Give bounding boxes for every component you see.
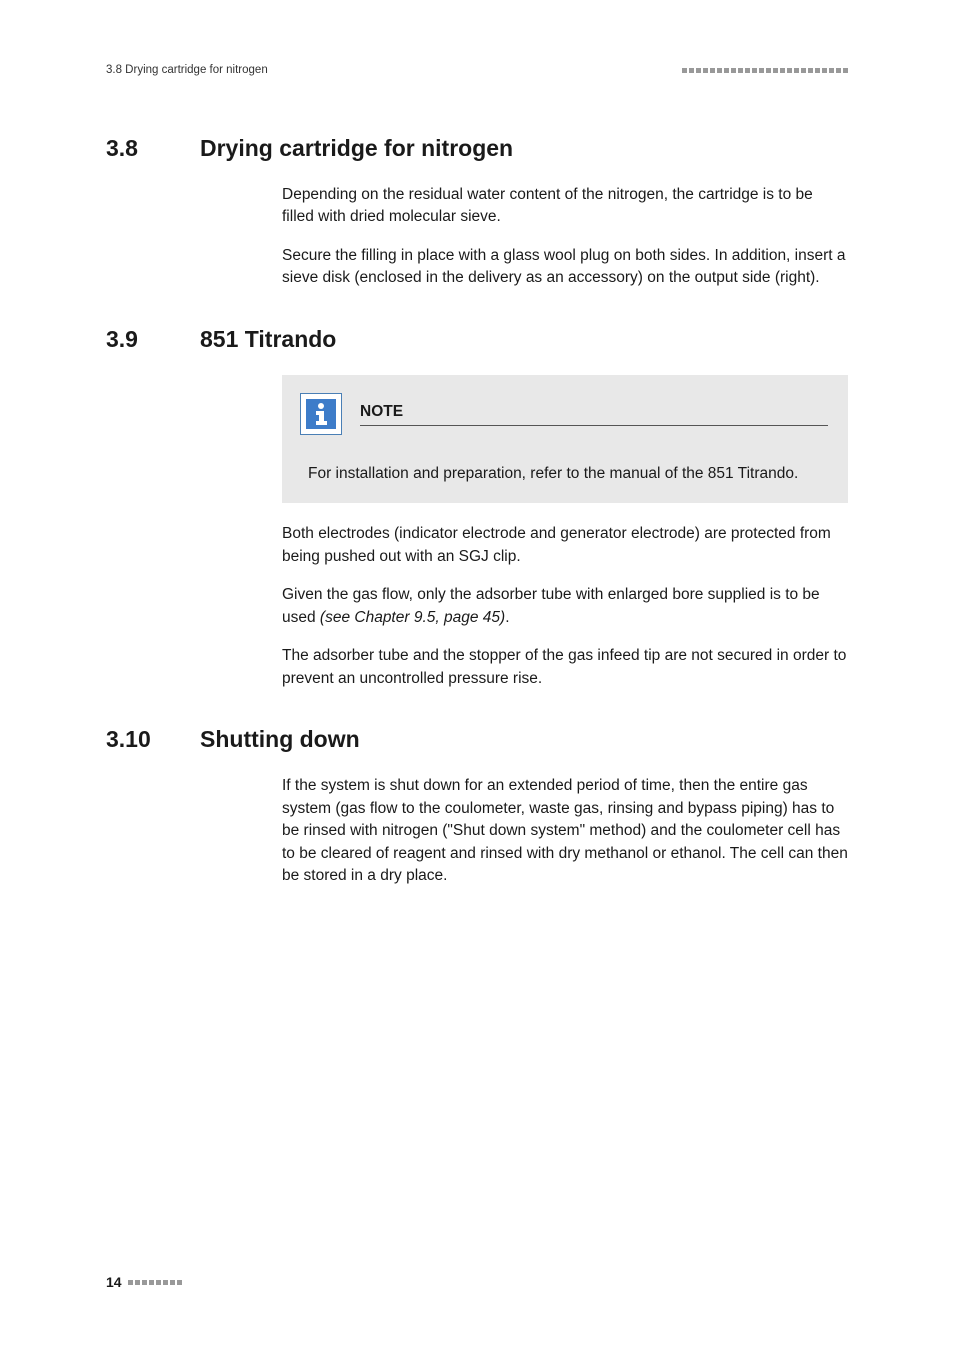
section-number: 3.10	[106, 726, 160, 753]
section-number: 3.8	[106, 135, 160, 162]
decorative-square	[710, 68, 715, 73]
section-title: Drying cartridge for nitrogen	[200, 135, 513, 162]
decorative-square	[696, 68, 701, 73]
decorative-square	[142, 1280, 147, 1285]
decorative-square	[843, 68, 848, 73]
decorative-square	[682, 68, 687, 73]
section-heading: 3.10 Shutting down	[106, 726, 848, 753]
decorative-square	[135, 1280, 140, 1285]
paragraph: The adsorber tube and the stopper of the…	[282, 645, 848, 690]
decorative-square	[815, 68, 820, 73]
page-footer: 14	[106, 1274, 182, 1290]
section-heading: 3.9 851 Titrando	[106, 326, 848, 353]
decorative-square	[780, 68, 785, 73]
section: 3.8 Drying cartridge for nitrogen Dependin…	[106, 135, 848, 290]
header-squares	[682, 68, 848, 73]
decorative-square	[731, 68, 736, 73]
decorative-square	[808, 68, 813, 73]
section-body: Depending on the residual water content …	[282, 184, 848, 290]
section-heading: 3.8 Drying cartridge for nitrogen	[106, 135, 848, 162]
section-number: 3.9	[106, 326, 160, 353]
decorative-square	[738, 68, 743, 73]
note-box: NOTE For installation and preparation, re…	[282, 375, 848, 503]
footer-squares	[128, 1280, 182, 1285]
paragraph-tail: .	[505, 609, 509, 626]
section-title: Shutting down	[200, 726, 360, 753]
decorative-square	[752, 68, 757, 73]
decorative-square	[689, 68, 694, 73]
cross-reference: (see Chapter 9.5, page 45)	[320, 609, 505, 626]
page-content: 3.8 Drying cartridge for nitrogen Dependin…	[106, 135, 848, 924]
decorative-square	[773, 68, 778, 73]
decorative-square	[724, 68, 729, 73]
paragraph: Given the gas flow, only the adsorber tu…	[282, 584, 848, 629]
section-body: NOTE For installation and preparation, re…	[282, 375, 848, 690]
paragraph: Depending on the residual water content …	[282, 184, 848, 229]
decorative-square	[794, 68, 799, 73]
page-number: 14	[106, 1274, 122, 1290]
decorative-square	[163, 1280, 168, 1285]
note-text: For installation and preparation, refer …	[308, 463, 828, 485]
decorative-square	[156, 1280, 161, 1285]
note-title-wrap: NOTE	[360, 401, 828, 426]
decorative-square	[149, 1280, 154, 1285]
section-title: 851 Titrando	[200, 326, 336, 353]
note-header: NOTE	[300, 393, 828, 435]
info-icon-glyph	[306, 399, 336, 429]
decorative-square	[703, 68, 708, 73]
decorative-square	[177, 1280, 182, 1285]
decorative-square	[766, 68, 771, 73]
decorative-square	[170, 1280, 175, 1285]
paragraph: Secure the filling in place with a glass…	[282, 245, 848, 290]
decorative-square	[759, 68, 764, 73]
decorative-square	[836, 68, 841, 73]
decorative-square	[128, 1280, 133, 1285]
decorative-square	[829, 68, 834, 73]
info-icon	[300, 393, 342, 435]
decorative-square	[801, 68, 806, 73]
decorative-square	[822, 68, 827, 73]
decorative-square	[717, 68, 722, 73]
decorative-square	[787, 68, 792, 73]
note-title: NOTE	[360, 403, 828, 426]
page-header: 3.8 Drying cartridge for nitrogen	[106, 64, 848, 76]
header-section-ref: 3.8 Drying cartridge for nitrogen	[106, 64, 268, 76]
section: 3.9 851 Titrando NOTE For installation and …	[106, 326, 848, 690]
paragraph: If the system is shut down for an extend…	[282, 775, 848, 887]
section-body: If the system is shut down for an extend…	[282, 775, 848, 887]
section: 3.10 Shutting down If the system is shut d…	[106, 726, 848, 887]
paragraph: Both electrodes (indicator electrode and…	[282, 523, 848, 568]
decorative-square	[745, 68, 750, 73]
